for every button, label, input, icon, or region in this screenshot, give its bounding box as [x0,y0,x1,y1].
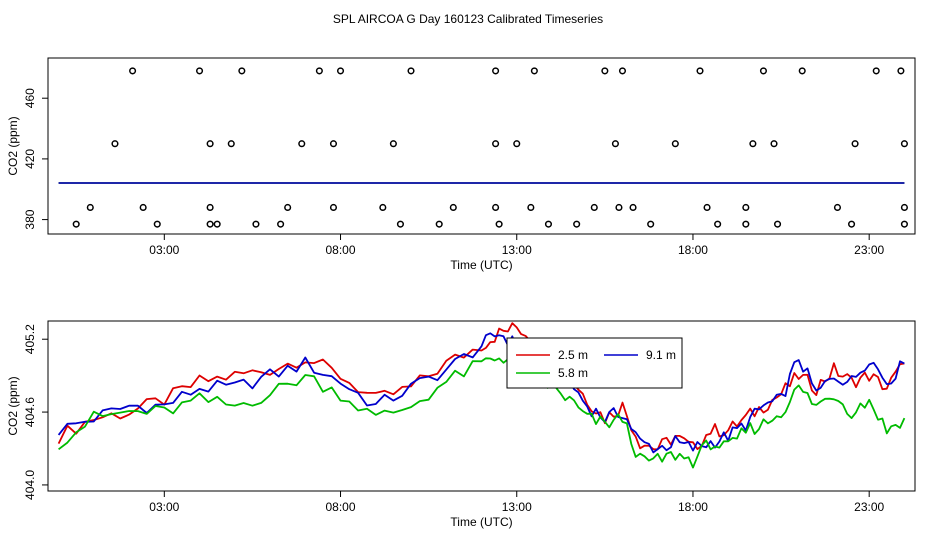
data-point [601,67,609,75]
x-tick-label: 13:00 [502,500,532,514]
data-point [238,67,246,75]
data-point [492,203,500,211]
legend-box [506,337,683,389]
legend-label: 2.5 m [558,348,588,362]
data-point [492,67,500,75]
data-point [530,67,538,75]
data-point [611,140,619,148]
y-axis-label: CO2 (ppm) [6,376,20,435]
data-point [900,203,908,211]
data-point [618,67,627,75]
data-point [647,220,655,228]
x-axis-label: Time (UTC) [450,258,512,272]
data-point [615,203,623,211]
data-point [206,140,214,148]
data-point [527,203,535,211]
data-point [629,203,637,211]
y-tick-label: 420 [23,149,37,169]
data-point [277,220,285,228]
legend-label: 9.1 m [646,348,676,362]
data-point [72,220,80,228]
data-point [407,67,415,75]
data-point [153,220,161,228]
x-tick-label: 08:00 [326,500,356,514]
data-point [897,67,905,75]
data-point [714,220,722,228]
data-point [798,67,806,75]
series-line-blue [57,332,905,454]
data-point [213,220,221,228]
data-point [900,220,908,228]
y-tick-label: 460 [23,88,37,108]
data-point [206,220,214,228]
bottom-panel: 03:00 08:00 13:00 18:00 23:00 404.0 404.6 405.2… [6,320,916,529]
legend: 2.5 m 9.1 m 5.8 m [506,337,683,389]
data-point [315,67,323,75]
x-tick-label: 23:00 [854,500,884,514]
x-tick-label: 23:00 [854,243,884,257]
data-point [129,67,137,75]
data-point [749,140,757,148]
data-point [227,140,235,148]
data-point [195,67,204,75]
data-point [851,140,859,148]
top-panel: 03:00 08:00 13:00 18:00 23:00 380 420 460 Time (… [6,57,916,272]
data-point [848,220,856,228]
x-axis-label: Time (UTC) [450,515,512,529]
data-point [492,140,500,148]
data-point [298,140,306,148]
data-point [435,220,443,228]
data-point [590,203,598,211]
data-point [336,67,345,75]
data-point [833,203,842,211]
data-point [86,203,94,211]
data-point [329,140,338,148]
x-tick-label: 08:00 [326,243,356,257]
chart-title: SPL AIRCOA G Day 160123 Calibrated Times… [333,12,603,26]
data-point [111,140,119,148]
data-point [284,203,292,211]
series-line-red [57,322,905,451]
data-point [206,203,214,211]
y-tick-label: 404.0 [23,470,37,500]
data-point [252,220,260,228]
data-point [139,203,147,211]
x-tick-label: 03:00 [149,500,179,514]
series-line-green [58,350,906,469]
data-point [759,67,768,75]
y-tick-label: 404.6 [23,397,37,427]
data-point [449,203,457,211]
legend-label: 5.8 m [558,366,588,380]
data-point [742,203,750,211]
data-point [573,220,581,228]
data-point [671,140,679,148]
data-point [872,67,880,75]
data-point [513,140,521,148]
data-point [742,220,750,228]
y-tick-label: 405.2 [23,324,37,354]
data-point [396,220,404,228]
data-point [495,220,503,228]
plot-frame [47,320,916,492]
y-tick-label: 380 [23,209,37,229]
x-tick-label: 18:00 [678,500,708,514]
plot-frame [47,57,916,235]
data-point [389,140,397,148]
x-tick-label: 13:00 [502,243,532,257]
data-point [329,203,338,211]
data-point [900,140,908,148]
data-point [379,203,387,211]
data-point [773,220,782,228]
data-point [696,67,704,75]
x-tick-label: 18:00 [678,243,708,257]
data-point [703,203,711,211]
x-tick-label: 03:00 [149,243,179,257]
y-axis-label: CO2 (ppm) [6,116,20,175]
data-point [544,220,553,228]
data-point [770,140,778,148]
